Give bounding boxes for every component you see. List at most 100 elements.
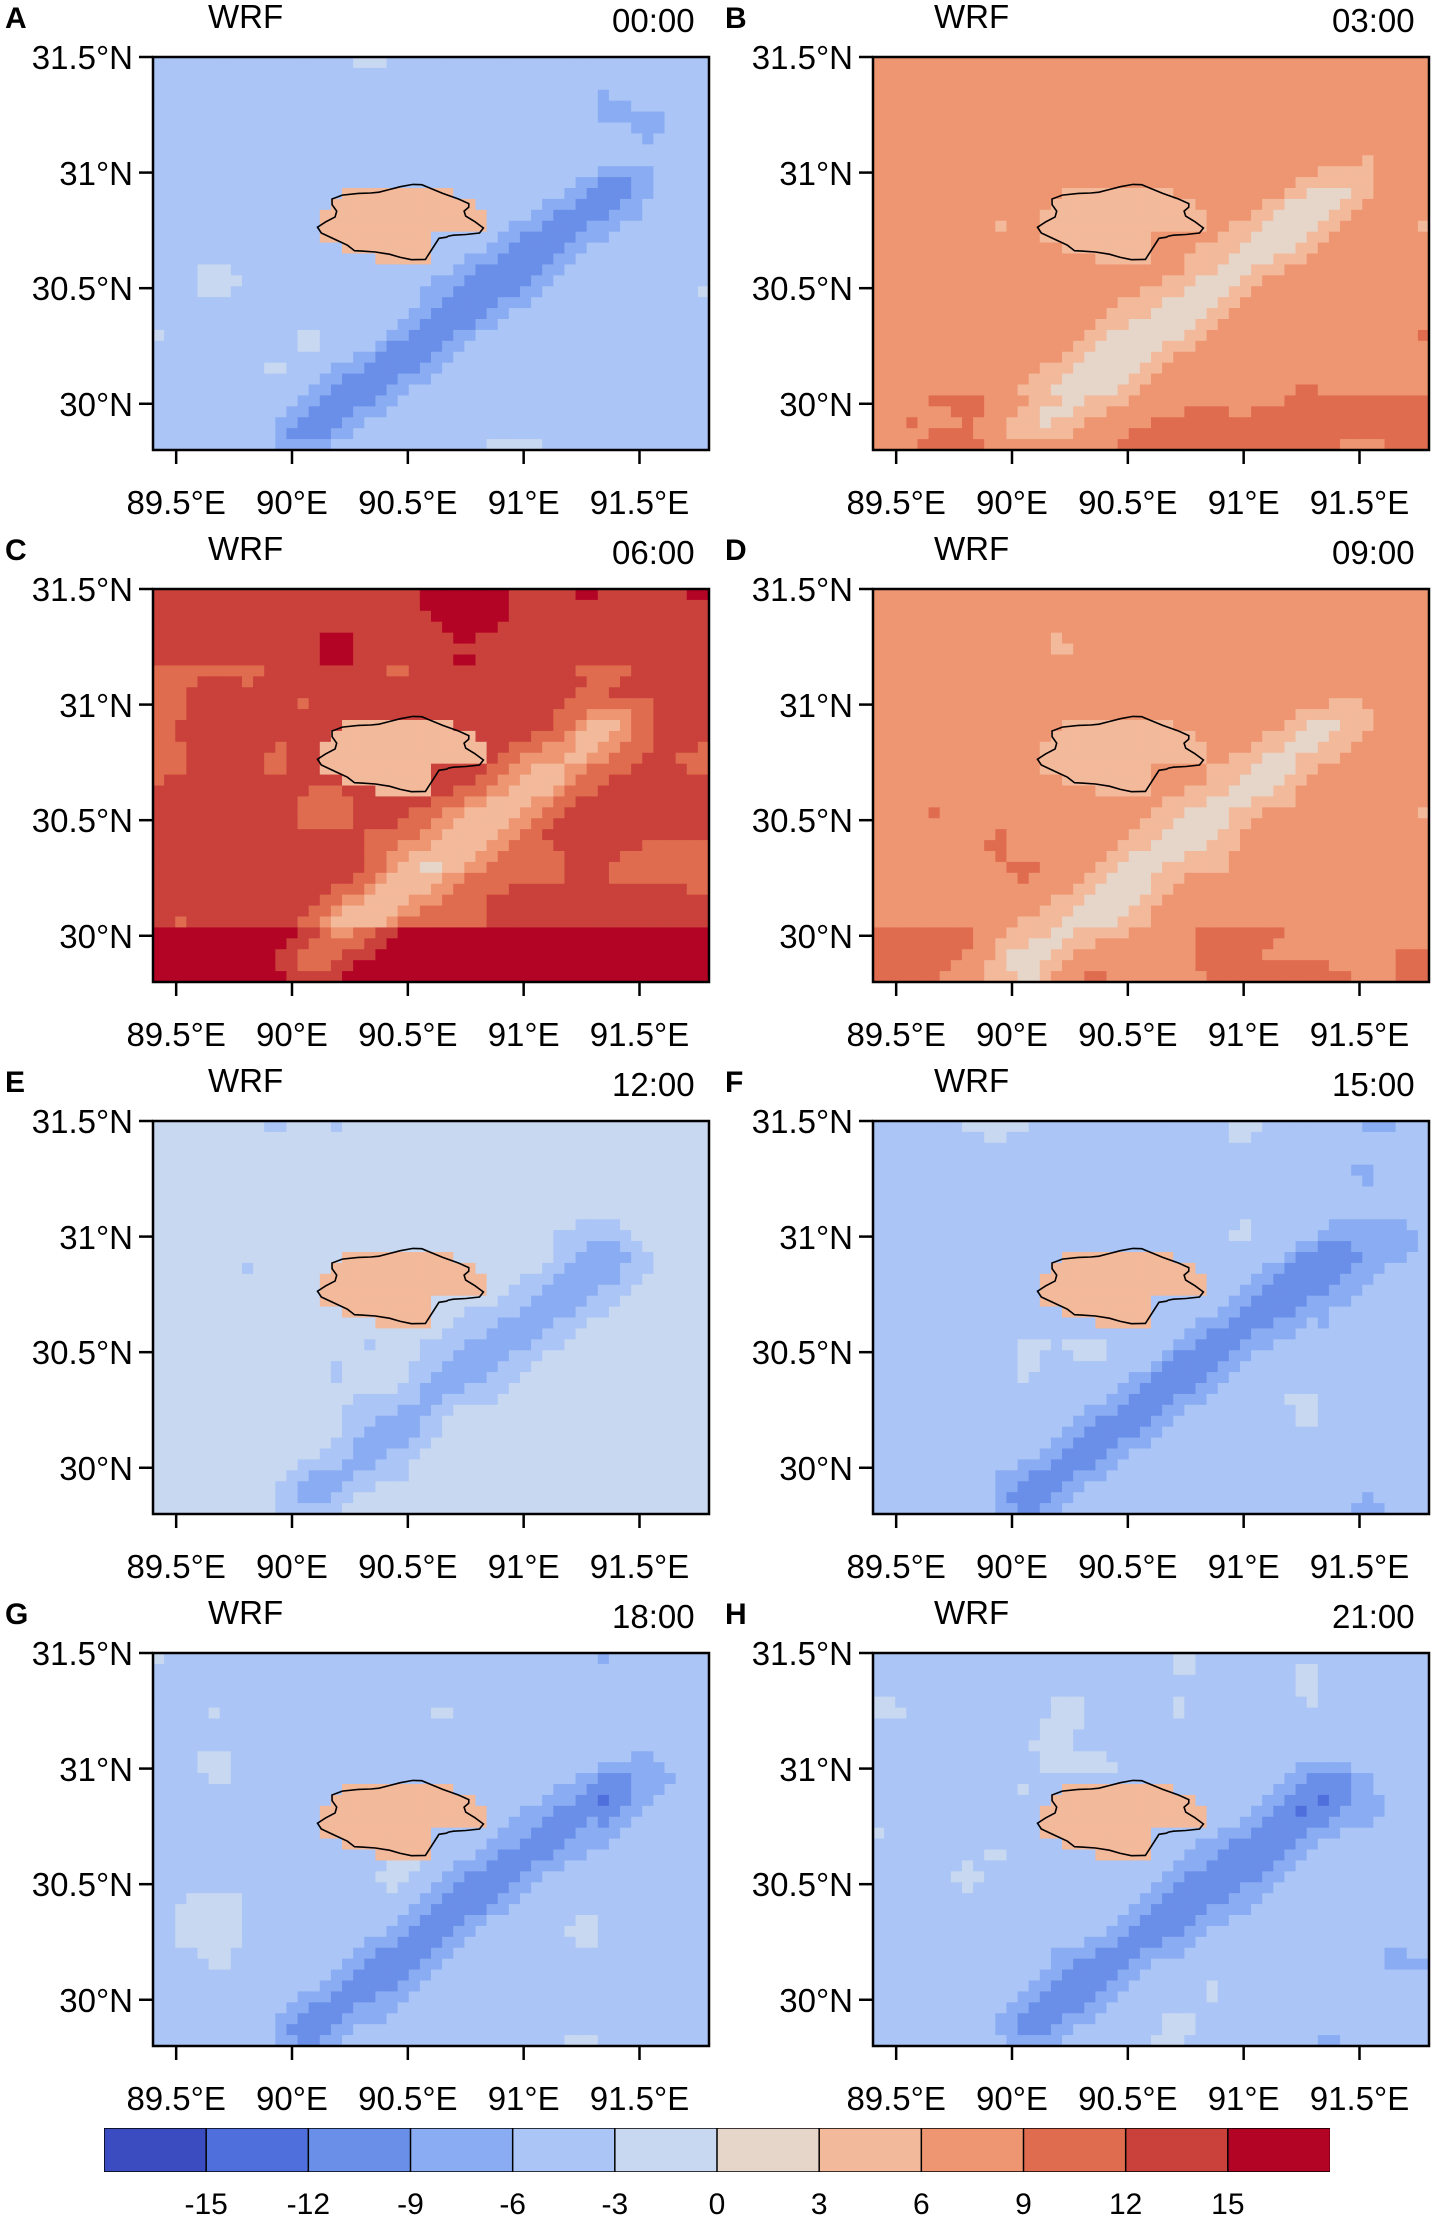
heatmap-cell	[1395, 329, 1408, 342]
heatmap-cell	[1095, 89, 1108, 102]
heatmap-cell	[575, 242, 588, 255]
heatmap-cell	[330, 709, 343, 721]
heatmap-cell	[1162, 329, 1174, 342]
heatmap-cell	[286, 417, 299, 429]
heatmap-cell	[508, 89, 521, 102]
heatmap-cell	[319, 406, 332, 418]
heatmap-cell	[1117, 275, 1130, 287]
heatmap-cell	[895, 275, 907, 287]
heatmap-cell	[1273, 373, 1286, 386]
heatmap-cell	[1028, 144, 1041, 156]
heatmap-cell	[486, 78, 499, 91]
heatmap-cell	[884, 308, 896, 320]
heatmap-cell	[1306, 406, 1319, 418]
heatmap-cell	[330, 395, 343, 407]
heatmap-cell	[686, 599, 699, 612]
heatmap-cell	[884, 177, 896, 189]
heatmap-cell	[1184, 155, 1197, 167]
heatmap-cell	[1106, 100, 1119, 113]
heatmap-cell	[564, 730, 577, 743]
heatmap-cell	[531, 872, 543, 885]
heatmap-cell	[542, 340, 554, 353]
heatmap-cell	[895, 297, 907, 309]
heatmap-cell	[1317, 297, 1330, 309]
heatmap-cell	[586, 57, 599, 69]
heatmap-cell	[631, 209, 643, 222]
heatmap-cell	[1128, 166, 1141, 178]
heatmap-cell	[1328, 319, 1341, 331]
heatmap-cell	[664, 818, 677, 830]
heatmap-cell	[675, 417, 688, 429]
heatmap-cell	[1139, 428, 1152, 440]
heatmap-cell	[297, 231, 310, 244]
heatmap-cell	[386, 599, 399, 612]
heatmap-cell	[973, 395, 985, 407]
heatmap-cell	[575, 319, 588, 331]
heatmap-cell	[984, 57, 996, 69]
heatmap-cell	[153, 439, 165, 451]
heatmap-cell	[1095, 373, 1108, 386]
heatmap-cell	[1162, 253, 1174, 266]
heatmap-cell	[995, 308, 1008, 320]
heatmap-cell	[486, 395, 499, 407]
heatmap-cell	[1228, 417, 1241, 429]
heatmap-cell	[297, 286, 310, 298]
heatmap-cell	[508, 632, 521, 645]
heatmap-cell	[375, 177, 388, 189]
heatmap-cell	[586, 698, 599, 710]
heatmap-cell	[275, 698, 288, 710]
heatmap-cell	[686, 807, 699, 819]
heatmap-cell	[597, 439, 610, 451]
heatmap-cell	[1228, 297, 1241, 309]
heatmap-cell	[1340, 78, 1352, 91]
heatmap-cell	[1373, 209, 1386, 222]
heatmap-cell	[486, 362, 499, 375]
heatmap-cell	[453, 177, 465, 189]
heatmap-cell	[275, 599, 288, 612]
heatmap-cell	[697, 774, 710, 787]
heatmap-cell	[928, 395, 941, 407]
heatmap-cell	[653, 840, 666, 852]
heatmap-cell	[675, 763, 688, 776]
heatmap-cell	[253, 89, 265, 102]
heatmap-cell	[264, 589, 276, 601]
heatmap-cell	[1217, 67, 1230, 80]
heatmap-cell	[531, 829, 543, 841]
heatmap-cell	[884, 122, 896, 135]
heatmap-cell	[364, 362, 376, 375]
heatmap-cell	[175, 763, 187, 776]
heatmap-cell	[330, 384, 343, 397]
heatmap-cell	[508, 395, 521, 407]
heatmap-cell	[1139, 395, 1152, 407]
heatmap-cell	[230, 589, 243, 601]
heatmap-cell	[1328, 144, 1341, 156]
heatmap-cell	[375, 654, 388, 667]
heatmap-cell	[1273, 395, 1286, 407]
heatmap-cell	[241, 275, 254, 287]
heatmap-cell	[620, 829, 632, 841]
heatmap-cell	[1206, 428, 1219, 440]
heatmap-cell	[153, 428, 165, 440]
y-tick-label: 30°N	[59, 385, 133, 423]
heatmap-cell	[497, 286, 510, 298]
heatmap-cell	[1084, 67, 1096, 80]
heatmap-cell	[175, 752, 187, 765]
heatmap-cell	[873, 373, 885, 386]
heatmap-cell	[275, 133, 288, 145]
heatmap-cell	[873, 100, 885, 113]
heatmap-cell	[1095, 406, 1108, 418]
heatmap-cell	[508, 851, 521, 863]
heatmap-cell	[308, 351, 321, 364]
heatmap-cell	[642, 231, 654, 244]
heatmap-cell	[1373, 264, 1386, 276]
heatmap-cell	[486, 297, 499, 309]
heatmap-cell	[961, 57, 974, 69]
heatmap-cell	[917, 220, 930, 233]
heatmap-cell	[697, 840, 710, 852]
heatmap-cell	[186, 89, 199, 102]
heatmap-cell	[364, 818, 376, 830]
heatmap-cell	[275, 829, 288, 841]
heatmap-cell	[1284, 144, 1297, 156]
heatmap-cell	[564, 351, 577, 364]
heatmap-cell	[364, 417, 376, 429]
